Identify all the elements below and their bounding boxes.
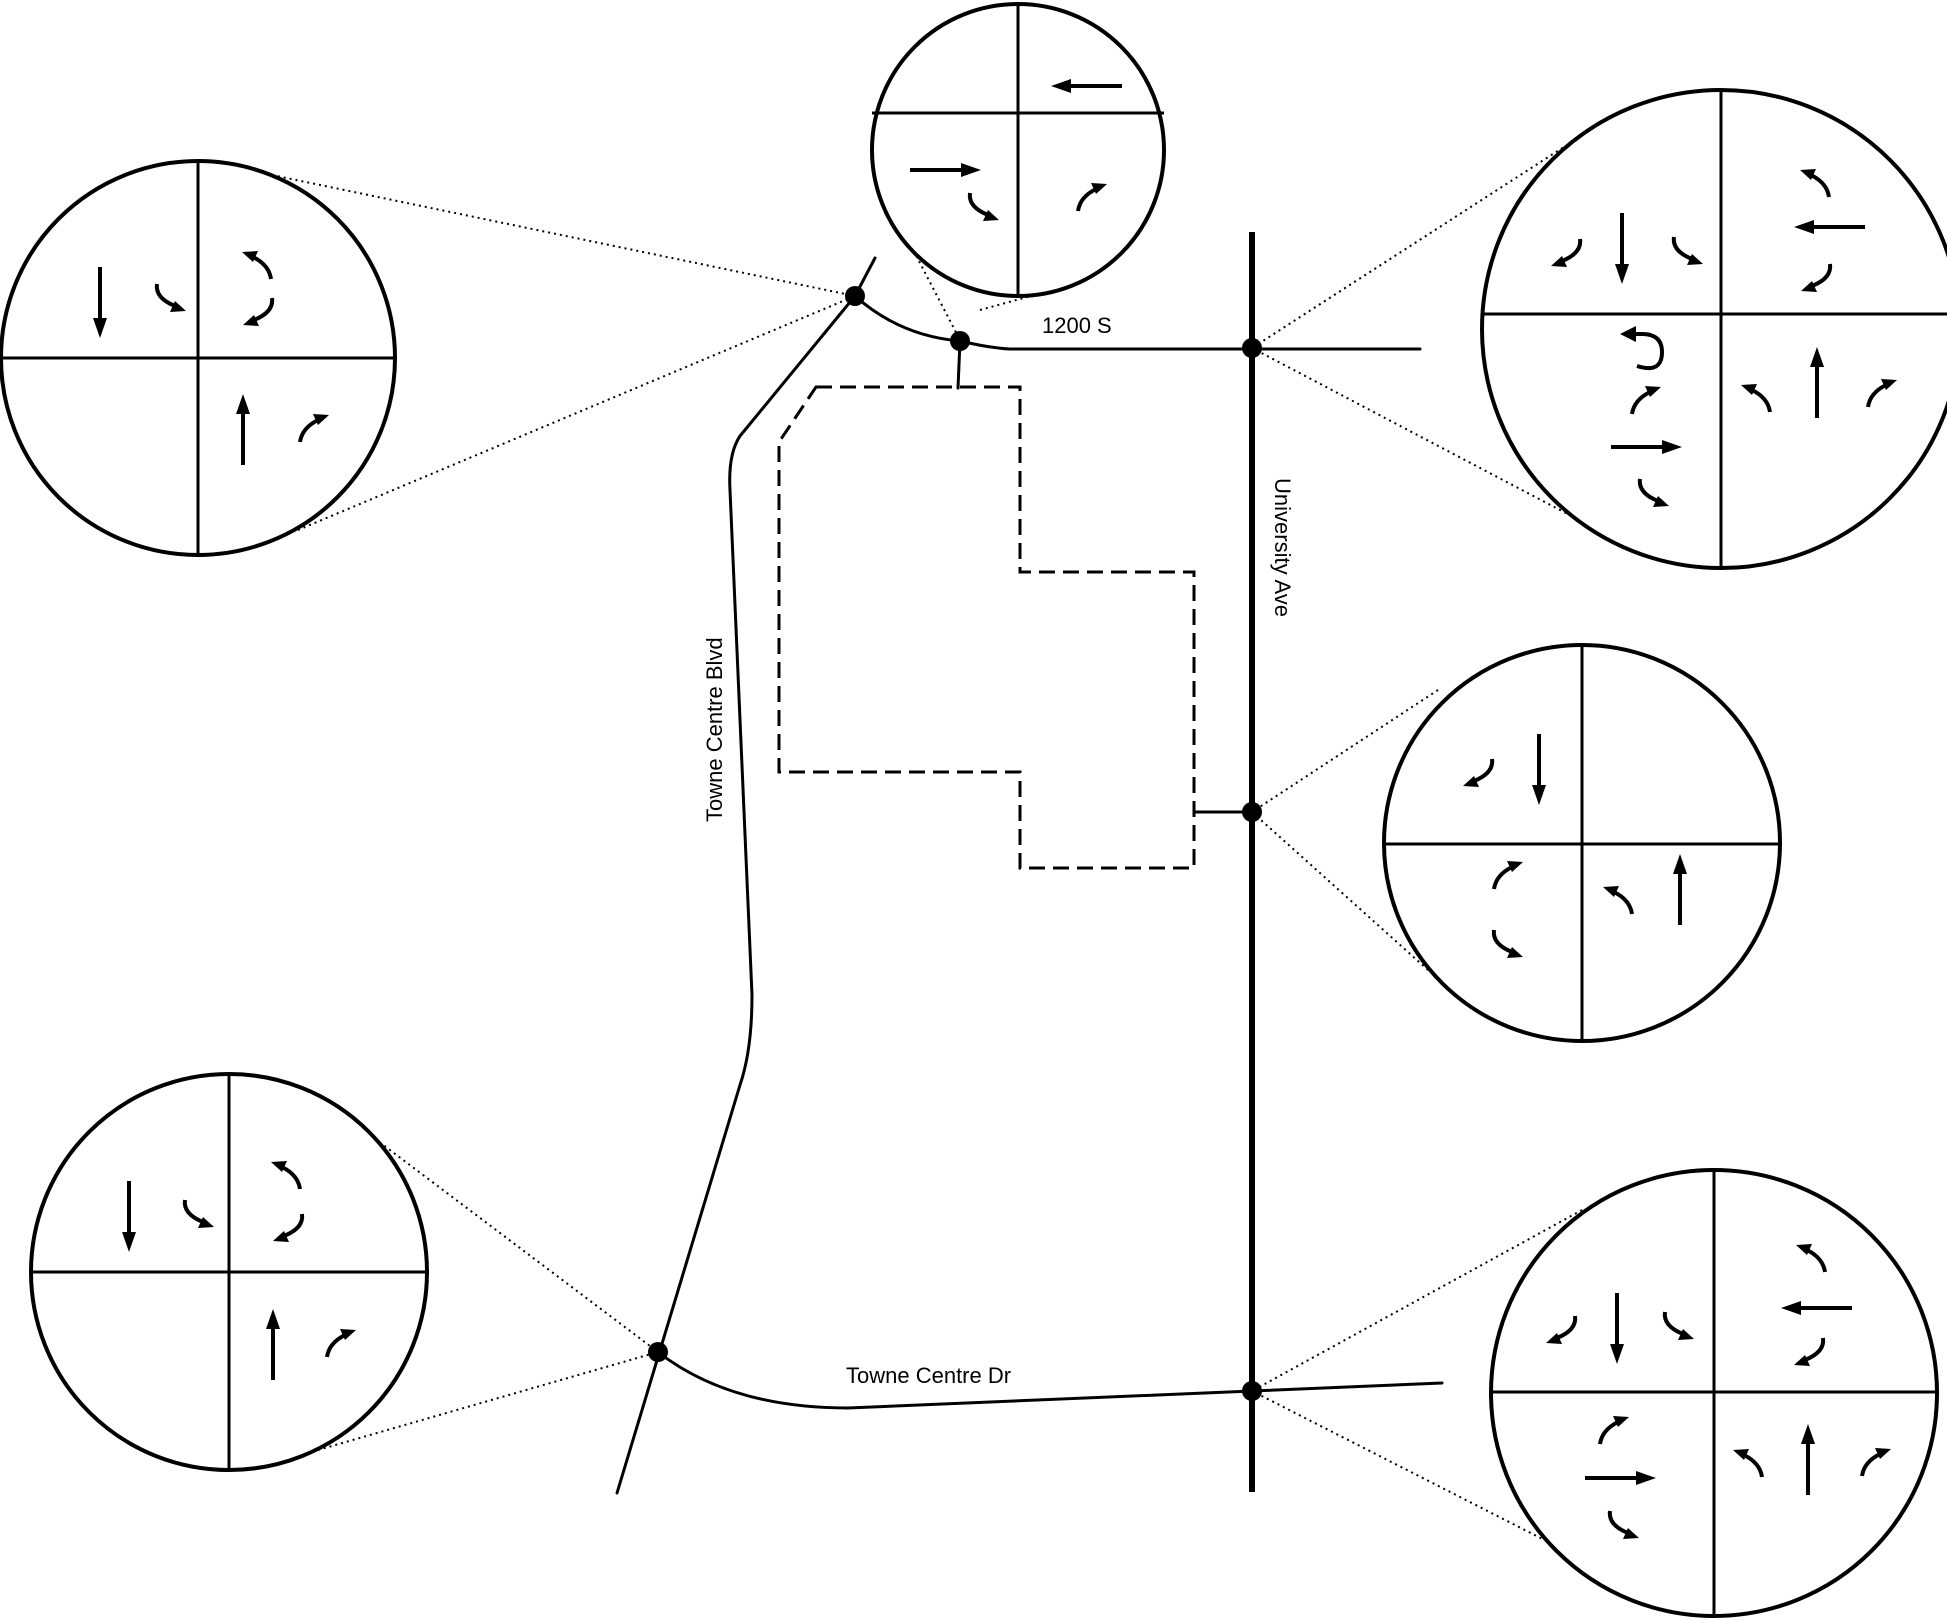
lane-circle-blvd-dr (29, 1072, 429, 1472)
node-university-driveway (1242, 802, 1262, 822)
node-1200s-blvd (845, 286, 865, 306)
leader-lines (271, 124, 1599, 1553)
towne-centre-dr-line (656, 1350, 1444, 1410)
intersection-nodes (648, 286, 1262, 1401)
node-1200s-access (950, 331, 970, 351)
lane-circle-university-1200s (1480, 88, 1947, 570)
label-towne-centre-dr: Towne Centre Dr (846, 1363, 1011, 1388)
node-university-dr (1242, 1381, 1262, 1401)
towne-centre-blvd-line (615, 256, 877, 1495)
1200s-line (853, 294, 1422, 351)
lane-circle-university-dr (1489, 1168, 1939, 1618)
label-1200s: 1200 S (1042, 313, 1112, 338)
node-1200s-university (1242, 338, 1262, 358)
lane-circle-university-driveway (1382, 643, 1782, 1043)
lane-circle-1200s-access (870, 2, 1166, 298)
site-boundary (777, 385, 1196, 870)
road-network (615, 232, 1444, 1495)
label-university-ave: University Ave (1270, 478, 1295, 617)
node-blvd-dr (648, 1342, 668, 1362)
label-towne-centre-blvd: Towne Centre Blvd (702, 637, 727, 822)
lane-circle-blvd-1200s (0, 159, 397, 557)
